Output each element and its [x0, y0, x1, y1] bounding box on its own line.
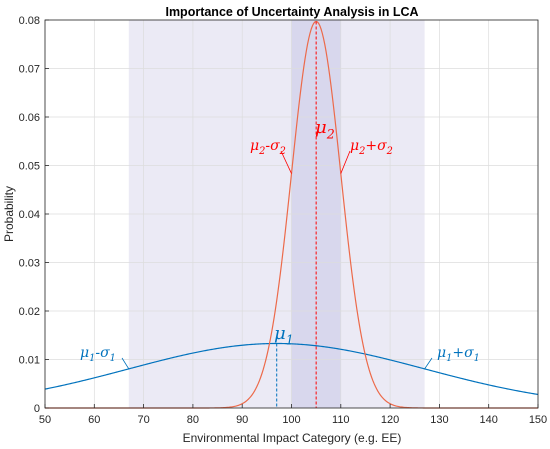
x-tick-label: 130	[430, 414, 448, 426]
leader-line-mu2-plus	[340, 150, 351, 174]
mu1-plus-sigma-label: μ1+σ1	[437, 345, 480, 364]
y-axis-label: Probability	[2, 186, 16, 242]
mu2-label: μ2	[315, 117, 335, 141]
mu1-label: μ1	[274, 323, 294, 347]
x-tick-label: 120	[381, 414, 399, 426]
x-tick-label: 60	[88, 414, 100, 426]
mu1-minus-sigma-label: μ1-σ1	[80, 345, 116, 364]
y-tick-label: 0.07	[19, 64, 40, 76]
x-tick-label: 110	[332, 414, 350, 426]
series-line-1	[44, 342, 539, 396]
annotations: μ1 μ2 μ1-σ1 μ1+σ1 μ2-σ2 μ2+σ2	[80, 21, 480, 408]
x-tick-label: 90	[236, 414, 248, 426]
x-tick-label: 70	[137, 414, 149, 426]
y-tick-label: 0.03	[19, 258, 40, 270]
leader-line-mu1-plus	[424, 357, 433, 370]
x-tick-label: 140	[480, 414, 498, 426]
x-tick-label: 150	[529, 414, 547, 426]
x-axis-label: Environmental Impact Category (e.g. EE)	[183, 431, 402, 445]
mu2-plus-sigma-label: μ2+σ2	[350, 138, 393, 157]
tick-labels: 50 60 70 80 90 100 110 120 130 140 150 0 0.01 0.02 0.0…	[19, 15, 548, 426]
y-tick-label: 0.05	[19, 161, 40, 173]
leader-line-mu1-minus	[121, 357, 130, 370]
y-tick-label: 0.01	[19, 355, 40, 367]
x-tick-label: 80	[187, 414, 199, 426]
mu2-minus-sigma-label: μ2-σ2	[250, 138, 286, 157]
y-tick-label: 0	[34, 403, 40, 415]
y-tick-label: 0.08	[19, 15, 40, 27]
leader-line-mu2-minus	[280, 150, 292, 174]
y-tick-label: 0.02	[19, 306, 40, 318]
chart-title: Importance of Uncertainty Analysis in LC…	[165, 5, 418, 19]
y-tick-label: 0.06	[19, 112, 40, 124]
x-tick-label: 100	[282, 414, 300, 426]
y-tick-label: 0.04	[19, 209, 40, 221]
x-tick-label: 50	[39, 414, 51, 426]
